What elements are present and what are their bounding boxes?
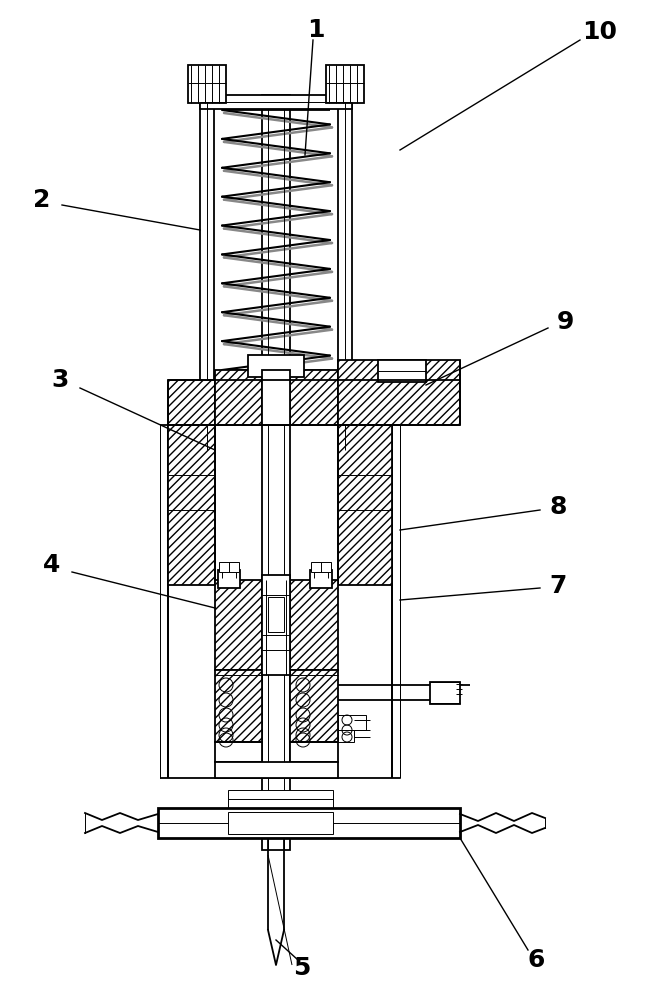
Bar	[310, 570, 332, 588]
Text: 9: 9	[556, 310, 574, 334]
Bar	[338, 95, 352, 450]
Bar	[290, 580, 338, 670]
Bar	[218, 570, 240, 588]
Bar	[168, 380, 215, 425]
Bar	[378, 360, 426, 382]
Bar	[338, 715, 366, 730]
Bar	[168, 425, 215, 585]
Bar	[311, 562, 331, 572]
Bar	[262, 575, 290, 675]
Bar	[262, 370, 290, 425]
Text: 5: 5	[293, 956, 311, 980]
Bar	[188, 65, 226, 103]
Text: 2: 2	[33, 188, 51, 212]
Bar	[326, 65, 364, 103]
Text: 7: 7	[550, 574, 567, 598]
Bar	[215, 670, 262, 742]
Bar	[430, 682, 460, 704]
Bar	[200, 95, 352, 109]
Bar	[219, 562, 239, 572]
Bar	[338, 730, 354, 742]
Text: 6: 6	[527, 948, 544, 972]
Bar	[262, 95, 290, 850]
Bar	[228, 812, 333, 834]
Bar	[158, 808, 460, 838]
Text: 3: 3	[52, 368, 68, 392]
Bar	[200, 95, 214, 450]
Bar	[268, 597, 284, 632]
Bar	[228, 790, 333, 808]
Bar	[338, 425, 392, 585]
Bar	[215, 370, 262, 425]
Bar	[290, 370, 338, 425]
Text: 8: 8	[550, 495, 567, 519]
Bar	[290, 742, 338, 762]
Text: 1: 1	[307, 18, 325, 42]
Bar	[290, 670, 338, 742]
Text: 10: 10	[582, 20, 617, 44]
Bar	[215, 580, 262, 670]
Bar	[248, 355, 304, 377]
Text: 4: 4	[43, 553, 61, 577]
Bar	[215, 762, 338, 778]
Bar	[215, 742, 262, 762]
Bar	[338, 360, 460, 425]
